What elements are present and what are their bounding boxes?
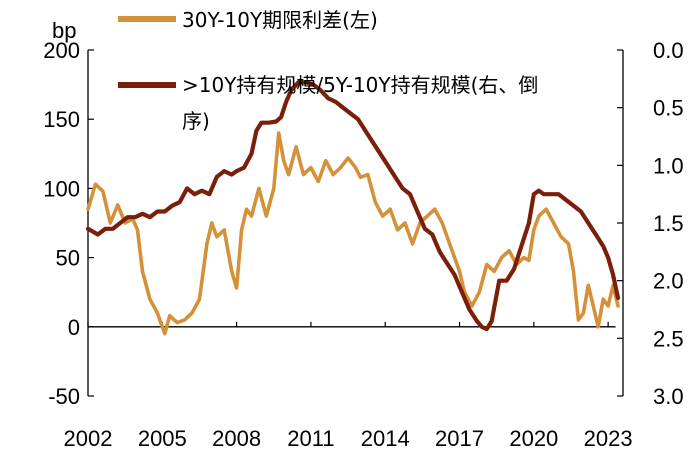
- right-tick-label: 2.0: [653, 269, 684, 294]
- right-tick-label: 0.0: [653, 38, 684, 63]
- x-tick-label: 2002: [64, 426, 113, 450]
- legend-label-term-spread: 30Y-10Y期限利差(左): [182, 8, 378, 32]
- right-y-axis: 0.0 0.5 1.0 1.5 2.0 2.5 3.0: [617, 38, 684, 409]
- x-tick-label: 2014: [361, 426, 410, 450]
- left-tick-label: 50: [56, 246, 80, 271]
- left-y-axis: 200 150 100 50 0 -50: [43, 38, 94, 409]
- legend-label-holding-ratio-line1: >10Y持有规模/5Y-10Y持有规模(右、倒: [182, 73, 538, 97]
- x-tick-label: 2020: [509, 426, 558, 450]
- legend-label-holding-ratio: >10Y持有规模/5Y-10Y持有规模(右、倒 序): [182, 73, 545, 133]
- x-axis: 2002 2005 2008 2011 2014 2017 2020 2023: [64, 321, 633, 450]
- left-tick-label: -50: [48, 384, 80, 409]
- left-tick-label: 100: [43, 176, 80, 201]
- legend-label-holding-ratio-line2: 序): [182, 109, 210, 133]
- left-tick-label: 200: [43, 38, 80, 63]
- left-tick-label: 0: [68, 315, 80, 340]
- right-tick-label: 2.5: [653, 326, 684, 351]
- right-tick-label: 1.5: [653, 211, 684, 236]
- right-tick-label: 1.0: [653, 153, 684, 178]
- left-axis-unit-label: bp: [52, 18, 76, 43]
- legend: 30Y-10Y期限利差(左) >10Y持有规模/5Y-10Y持有规模(右、倒 序…: [118, 8, 545, 133]
- series-layer: [85, 80, 621, 336]
- right-tick-label: 0.5: [653, 96, 684, 121]
- x-tick-label: 2011: [287, 426, 334, 450]
- left-tick-label: 150: [43, 107, 80, 132]
- right-tick-label: 3.0: [653, 384, 684, 409]
- series-line-term-spread: [86, 131, 620, 336]
- x-tick-label: 2023: [584, 426, 633, 450]
- x-tick-label: 2008: [212, 426, 261, 450]
- x-tick-label: 2017: [435, 426, 484, 450]
- series-line-holding-ratio: [85, 80, 621, 332]
- x-tick-label: 2005: [138, 426, 187, 450]
